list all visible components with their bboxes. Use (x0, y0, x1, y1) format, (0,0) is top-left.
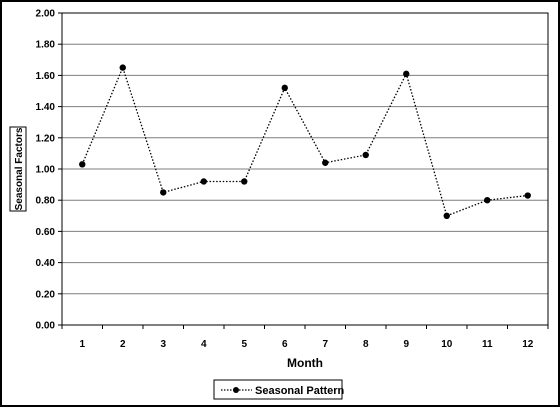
data-point (200, 178, 207, 185)
y-tick-label: 2.00 (36, 9, 56, 20)
data-point (79, 161, 86, 168)
y-tick-label: 1.40 (36, 102, 56, 113)
data-point (119, 64, 126, 71)
legend-label: Seasonal Pattern (255, 385, 345, 397)
x-tick-label: 5 (241, 339, 247, 350)
y-tick-label: 0.00 (36, 321, 56, 332)
x-tick-label: 3 (160, 339, 166, 350)
series-line (81, 65, 528, 217)
y-tick-label: 1.60 (36, 71, 56, 82)
x-tick-label: 12 (522, 339, 534, 350)
data-point (443, 212, 450, 219)
x-axis-ticks: 1 2 3 4 5 6 7 8 9 10 11 12 (61, 325, 549, 350)
x-tick-label: 11 (482, 339, 493, 350)
data-point (362, 151, 369, 159)
y-tick-label: 0.20 (36, 289, 56, 300)
y-tick-label: 1.00 (36, 165, 56, 176)
x-tick-label: 6 (282, 339, 288, 350)
x-axis-title: Month (287, 356, 323, 370)
x-tick-label: 4 (201, 339, 207, 350)
data-point (403, 70, 410, 78)
y-axis-title-group: Seasonal Factors (9, 126, 27, 212)
y-axis-ticks: 0.00 0.20 0.40 0.60 0.80 1.00 1.20 1.40 1.60 1.80… (36, 9, 62, 332)
data-point (241, 178, 248, 185)
x-tick-label: 9 (403, 339, 409, 350)
x-tick-label: 10 (441, 339, 453, 350)
x-tick-label: 8 (363, 339, 369, 350)
data-point (281, 84, 288, 92)
y-tick-label: 0.80 (36, 196, 56, 207)
y-axis-title-box (9, 126, 27, 212)
y-tick-label: 0.40 (36, 258, 56, 269)
legend-marker-sample (233, 387, 239, 393)
series-seasonal-pattern (79, 64, 531, 219)
legend-box (213, 379, 343, 400)
y-axis-title: Seasonal Factors (14, 127, 25, 210)
legend: Seasonal Pattern (213, 379, 345, 400)
data-point (322, 159, 329, 166)
data-point (484, 197, 491, 204)
data-point (524, 192, 531, 199)
data-point (160, 189, 167, 196)
y-tick-label: 0.60 (36, 227, 56, 238)
y-tick-label: 1.20 (36, 133, 56, 144)
x-tick-label: 2 (120, 339, 126, 350)
y-tick-label: 1.80 (36, 40, 56, 51)
x-tick-label: 1 (79, 339, 85, 350)
x-tick-label: 7 (322, 339, 328, 350)
